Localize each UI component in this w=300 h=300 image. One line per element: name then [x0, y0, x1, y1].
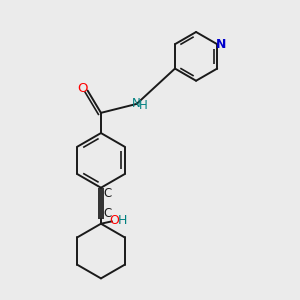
Text: N: N: [132, 98, 141, 110]
Text: H: H: [118, 214, 127, 227]
Text: N: N: [216, 38, 226, 51]
Text: C: C: [103, 207, 112, 220]
Text: O: O: [110, 214, 120, 227]
Text: O: O: [77, 82, 88, 95]
Text: H: H: [139, 99, 148, 112]
Text: C: C: [103, 187, 112, 200]
